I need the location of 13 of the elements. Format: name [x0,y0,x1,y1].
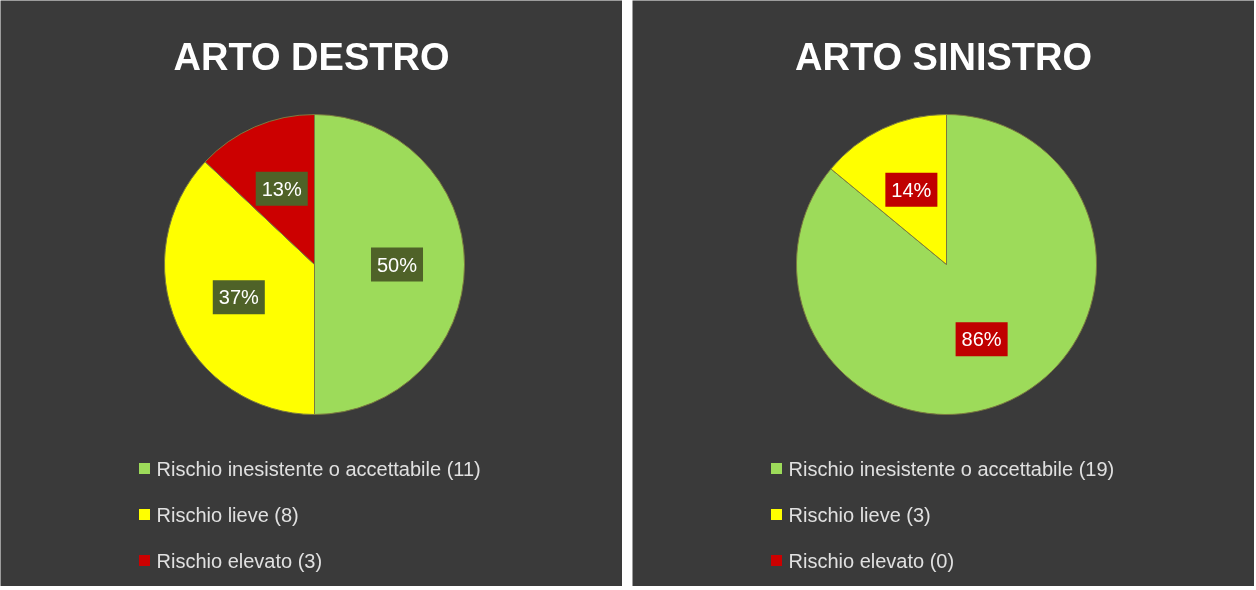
legend-label: Rischio elevato (0) [788,549,955,572]
legend-label: Rischio elevato (3) [156,549,323,572]
chart-title: ARTO DESTRO [173,35,450,78]
data-label: 14% [891,178,932,201]
data-label: 50% [376,253,418,276]
data-label: 13% [261,177,302,200]
legend-label: Rischio inesistente o accettabile (19) [788,457,1115,480]
legend-label: Rischio lieve (3) [788,503,931,526]
legend-label: Rischio inesistente o accettabile (11) [156,457,481,480]
chart-title: ARTO SINISTRO [795,35,1093,78]
legend-label: Rischio lieve (8) [156,503,299,526]
data-label: 37% [218,286,260,309]
data-label: 86% [961,328,1002,351]
